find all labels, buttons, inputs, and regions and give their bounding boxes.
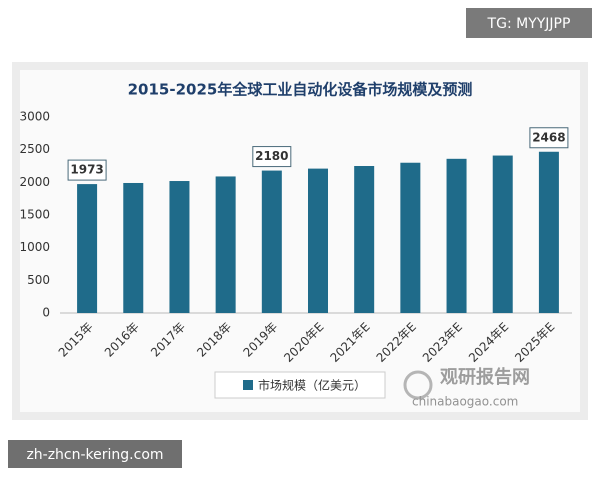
tg-text: TG: MYYJJPP <box>487 16 571 32</box>
y-tick-label: 500 <box>27 273 50 287</box>
bar <box>308 168 328 313</box>
bar <box>538 151 559 313</box>
data-label-box <box>252 146 292 168</box>
data-label: 1973 <box>70 163 103 177</box>
logo-watermark: 观研报告网 chinabaogao.com <box>403 366 530 409</box>
data-label: 2468 <box>532 130 565 144</box>
bar <box>446 158 467 313</box>
y-tick-label: 2500 <box>19 142 50 156</box>
y-tick-label: 0 <box>42 306 50 320</box>
data-label-box <box>67 159 107 181</box>
data-label: 2180 <box>255 149 288 163</box>
bar <box>261 170 282 313</box>
legend <box>214 371 386 399</box>
logo-icon <box>403 370 433 400</box>
bar <box>492 155 513 313</box>
site-text: zh-zhcn-kering.com <box>26 447 163 463</box>
logo-url: chinabaogao.com <box>412 395 518 409</box>
legend-label: 市场规模（亿美元） <box>258 378 366 393</box>
y-tick-label: 1000 <box>19 240 50 254</box>
bar <box>215 176 236 313</box>
tg-badge <box>466 8 592 38</box>
logo-text: 观研报告网 <box>440 366 530 388</box>
bar <box>123 182 144 313</box>
y-tick-label: 3000 <box>19 110 50 124</box>
bar <box>354 166 375 313</box>
bar <box>169 181 190 313</box>
site-badge <box>8 440 182 468</box>
y-tick-label: 1500 <box>19 208 50 222</box>
chart-panel <box>20 70 580 412</box>
y-tick-label: 2000 <box>19 175 50 189</box>
chart-title: 2015-2025年全球工业自动化设备市场规模及预测 <box>128 81 473 99</box>
bar <box>77 184 98 313</box>
bar <box>400 162 421 313</box>
data-label-box <box>529 127 569 149</box>
legend-swatch <box>243 380 253 390</box>
